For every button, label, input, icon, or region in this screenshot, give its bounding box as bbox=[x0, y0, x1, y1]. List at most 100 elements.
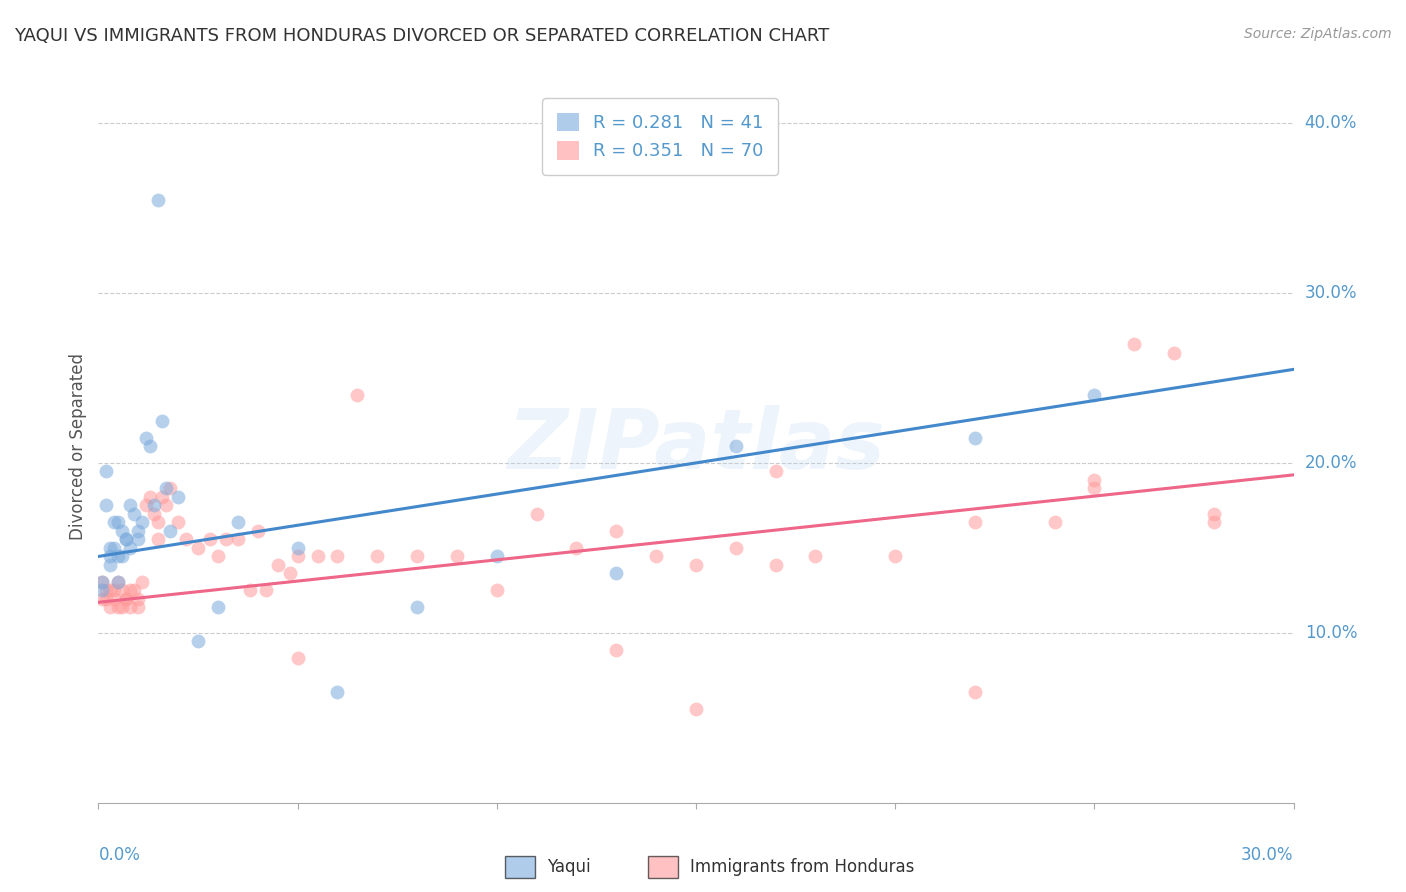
Point bbox=[115, 591, 138, 606]
Point bbox=[103, 591, 125, 606]
Point bbox=[155, 499, 177, 513]
Point bbox=[963, 430, 986, 444]
Point bbox=[326, 685, 349, 699]
Point bbox=[91, 591, 114, 606]
Point bbox=[124, 583, 146, 598]
Point bbox=[98, 600, 122, 615]
Text: 30.0%: 30.0% bbox=[1305, 284, 1357, 302]
Point bbox=[226, 533, 249, 547]
Point bbox=[150, 413, 173, 427]
Point bbox=[148, 193, 170, 207]
Point bbox=[267, 558, 290, 572]
Point bbox=[645, 549, 668, 564]
Point bbox=[187, 634, 209, 648]
Point bbox=[127, 524, 149, 538]
Point bbox=[111, 549, 134, 564]
Point bbox=[159, 482, 181, 496]
FancyBboxPatch shape bbox=[505, 856, 534, 878]
Text: ZIPatlas: ZIPatlas bbox=[508, 406, 884, 486]
Point bbox=[127, 533, 149, 547]
Point bbox=[96, 499, 118, 513]
Point bbox=[1123, 337, 1146, 351]
Point bbox=[91, 583, 114, 598]
Point bbox=[215, 533, 238, 547]
Point bbox=[605, 643, 627, 657]
Point bbox=[120, 541, 142, 555]
Text: Immigrants from Honduras: Immigrants from Honduras bbox=[690, 858, 914, 876]
Point bbox=[724, 439, 747, 453]
Point bbox=[155, 482, 177, 496]
Point bbox=[366, 549, 388, 564]
Point bbox=[107, 574, 129, 589]
Point bbox=[207, 549, 229, 564]
Point bbox=[685, 702, 707, 716]
Point bbox=[1163, 345, 1185, 359]
Point bbox=[287, 651, 309, 665]
Text: 20.0%: 20.0% bbox=[1305, 454, 1357, 472]
Point bbox=[107, 574, 129, 589]
Point bbox=[884, 549, 907, 564]
Point bbox=[127, 600, 149, 615]
Point bbox=[326, 549, 349, 564]
Point bbox=[143, 499, 166, 513]
Point bbox=[150, 490, 173, 504]
Point bbox=[174, 533, 197, 547]
Point bbox=[148, 533, 170, 547]
Point bbox=[167, 490, 190, 504]
Text: 10.0%: 10.0% bbox=[1305, 624, 1357, 642]
Point bbox=[98, 549, 122, 564]
Text: 0.0%: 0.0% bbox=[98, 846, 141, 863]
Text: Source: ZipAtlas.com: Source: ZipAtlas.com bbox=[1244, 27, 1392, 41]
Point bbox=[107, 549, 129, 564]
Point bbox=[198, 533, 221, 547]
Text: 30.0%: 30.0% bbox=[1241, 846, 1294, 863]
Point bbox=[159, 524, 181, 538]
Point bbox=[526, 507, 548, 521]
Point bbox=[120, 499, 142, 513]
Point bbox=[485, 549, 508, 564]
Point bbox=[103, 516, 125, 530]
Text: YAQUI VS IMMIGRANTS FROM HONDURAS DIVORCED OR SEPARATED CORRELATION CHART: YAQUI VS IMMIGRANTS FROM HONDURAS DIVORC… bbox=[14, 27, 830, 45]
Point bbox=[1202, 516, 1225, 530]
Point bbox=[96, 465, 118, 479]
Point bbox=[96, 591, 118, 606]
Point bbox=[278, 566, 301, 581]
Point bbox=[115, 533, 138, 547]
Point bbox=[91, 574, 114, 589]
Point bbox=[804, 549, 827, 564]
Point bbox=[1083, 482, 1105, 496]
Point bbox=[124, 507, 146, 521]
Text: 40.0%: 40.0% bbox=[1305, 114, 1357, 132]
Point bbox=[406, 600, 429, 615]
Point bbox=[207, 600, 229, 615]
Point bbox=[107, 600, 129, 615]
Text: Yaqui: Yaqui bbox=[547, 858, 591, 876]
Point bbox=[605, 524, 627, 538]
Point bbox=[111, 583, 134, 598]
Point bbox=[254, 583, 277, 598]
Point bbox=[96, 583, 118, 598]
Point bbox=[167, 516, 190, 530]
Point bbox=[605, 566, 627, 581]
Point bbox=[406, 549, 429, 564]
Point bbox=[1083, 473, 1105, 487]
Point bbox=[111, 600, 134, 615]
Point bbox=[1083, 388, 1105, 402]
Point bbox=[98, 583, 122, 598]
Point bbox=[963, 516, 986, 530]
Point bbox=[107, 516, 129, 530]
Point bbox=[139, 439, 162, 453]
Point bbox=[135, 499, 157, 513]
Point bbox=[963, 685, 986, 699]
Point bbox=[131, 574, 153, 589]
Point bbox=[226, 516, 249, 530]
Point bbox=[346, 388, 368, 402]
Point bbox=[103, 541, 125, 555]
Point bbox=[111, 524, 134, 538]
Point bbox=[485, 583, 508, 598]
Point bbox=[565, 541, 588, 555]
Point bbox=[307, 549, 329, 564]
Point bbox=[765, 465, 787, 479]
Point bbox=[246, 524, 269, 538]
Point bbox=[115, 533, 138, 547]
